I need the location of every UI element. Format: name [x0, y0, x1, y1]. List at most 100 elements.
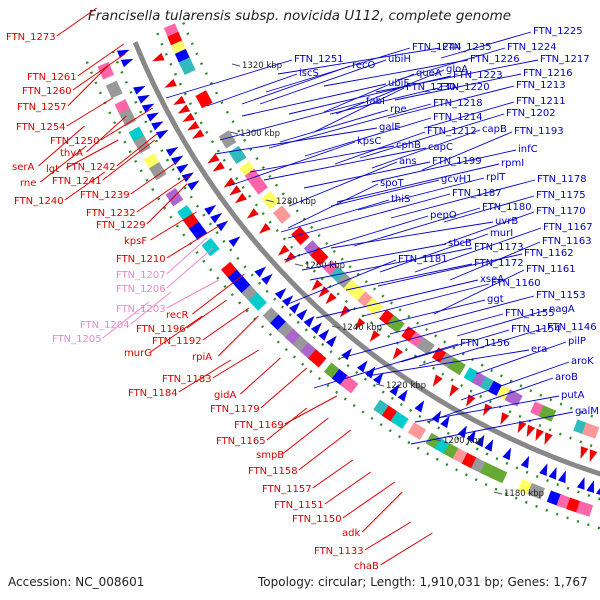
leader-line-right — [443, 211, 535, 245]
gene-block — [310, 246, 329, 266]
gene-arrow-reverse — [397, 389, 408, 402]
gene-label-right: ubiF — [388, 78, 409, 89]
gene-label-right: FTN_1202 — [506, 108, 556, 119]
gene-block — [364, 297, 384, 316]
gene-arrow-reverse — [254, 266, 267, 278]
gene-arrow-reverse — [414, 400, 425, 413]
gene-block — [218, 130, 237, 149]
tick-mark — [265, 199, 275, 203]
leader-line-right — [206, 73, 298, 107]
gene-arrow-forward — [182, 112, 195, 123]
gene-label-left: FTN_1257 — [17, 102, 67, 113]
leader-line-right — [418, 327, 546, 367]
gene-label-right: iscS — [299, 68, 319, 79]
tick-label: 1180 kbp — [504, 489, 544, 499]
gene-block — [386, 315, 405, 334]
gene-arrow-forward — [325, 292, 337, 305]
leader-line-right — [219, 101, 365, 141]
leader-line-right — [421, 131, 513, 171]
gene-arrow-reverse — [548, 466, 557, 480]
gene-arrow-reverse — [155, 129, 169, 140]
gene-label-right: nagA — [549, 304, 575, 315]
gene-label-right: FTN_1178 — [537, 174, 587, 185]
leader-line-right — [475, 341, 567, 375]
gene-label-left: FTN_1165 — [216, 436, 266, 447]
tick-label: 1300 kbp — [240, 129, 280, 139]
leader-line-right — [396, 47, 506, 81]
gene-label-left: FTN_1133 — [314, 546, 364, 557]
leader-line-left — [77, 43, 125, 77]
gene-label-left: FTN_1241 — [52, 176, 102, 187]
gene-label-right: FTN_1213 — [516, 80, 566, 91]
leader-line-left — [186, 299, 228, 329]
gene-arrow-forward — [207, 153, 220, 164]
gene-label-right: aroB — [555, 372, 578, 383]
gene-arrow-reverse — [261, 273, 273, 285]
tick-label: 1320 kbp — [242, 61, 282, 71]
gene-arrow-reverse — [318, 329, 330, 341]
gene-block — [148, 162, 167, 181]
gene-label-left: FTN_1158 — [248, 466, 298, 477]
leader-line-left — [364, 521, 412, 551]
leader-line-left — [166, 247, 214, 289]
gene-label-right: galE — [379, 122, 401, 133]
leader-line-left — [166, 279, 220, 309]
gene-label-right: FTN_1161 — [526, 264, 576, 275]
gene-label-right: FTN_1167 — [543, 222, 593, 233]
map-title: Francisella tularensis subsp. novicida U… — [88, 8, 512, 24]
gene-arrow-forward — [500, 412, 510, 425]
gene-label-left: FTN_1184 — [128, 388, 178, 399]
gene-arrow-forward — [212, 161, 225, 172]
leader-line-right — [440, 31, 532, 59]
gene-arrow-reverse — [210, 212, 223, 224]
gene-arrow-forward — [544, 432, 553, 445]
gene-arrow-reverse — [181, 172, 194, 183]
leader-line-left — [260, 367, 308, 409]
gene-arrow-forward — [392, 347, 404, 360]
gene-arrow-reverse — [539, 463, 548, 476]
gene-arrow-reverse — [373, 372, 384, 385]
gene-label-right: xseA — [480, 274, 504, 285]
gene-label-right: FTN_1163 — [542, 236, 592, 247]
gene-label-right: FTN_1160 — [491, 278, 541, 289]
gene-label-right: pepO — [430, 210, 457, 221]
gene-block — [250, 176, 269, 195]
leader-line-right — [366, 349, 530, 377]
gene-arrow-reverse — [296, 309, 308, 321]
leader-line-left — [361, 491, 403, 533]
gene-arrow-forward — [164, 78, 177, 88]
gene-block — [97, 61, 115, 80]
gene-arrow-reverse — [120, 58, 134, 68]
gene-label-right: infC — [518, 144, 538, 155]
gene-label-left: FTN_1206 — [116, 284, 166, 295]
gene-label-right: FTN_1162 — [524, 248, 574, 259]
leader-line-right — [433, 269, 525, 315]
gene-label-right: cphB — [396, 140, 421, 151]
leader-line-left — [324, 471, 372, 505]
gene-arrow-forward — [466, 394, 476, 407]
gene-label-right: ggt — [487, 294, 504, 305]
gene-label-left: FTN_1250 — [50, 136, 100, 147]
gene-arrow-reverse — [216, 220, 229, 232]
leader-line-right — [379, 233, 489, 273]
leader-line-right — [389, 295, 535, 335]
leader-line-right — [335, 69, 445, 115]
gene-label-right: FTN_1235 — [442, 42, 492, 53]
leader-line-right — [377, 253, 523, 287]
gene-block — [407, 422, 427, 440]
gene-block — [119, 108, 137, 127]
gene-arrow-reverse — [204, 204, 217, 216]
tick-mark — [294, 263, 304, 267]
leader-line-left — [102, 301, 150, 339]
gene-label-left: FTN_1260 — [22, 86, 72, 97]
gene-label-left: FTN_1240 — [14, 196, 64, 207]
gene-label-right: FTN_1156 — [460, 338, 510, 349]
leader-line-right — [426, 377, 554, 423]
leader-line-right — [390, 179, 536, 219]
gene-arrow-reverse — [341, 348, 352, 361]
gene-block — [272, 205, 292, 224]
gene-label-left: FTN_1242 — [66, 162, 116, 173]
tick-mark — [375, 383, 385, 387]
gene-label-right: gcvH1 — [441, 174, 473, 185]
